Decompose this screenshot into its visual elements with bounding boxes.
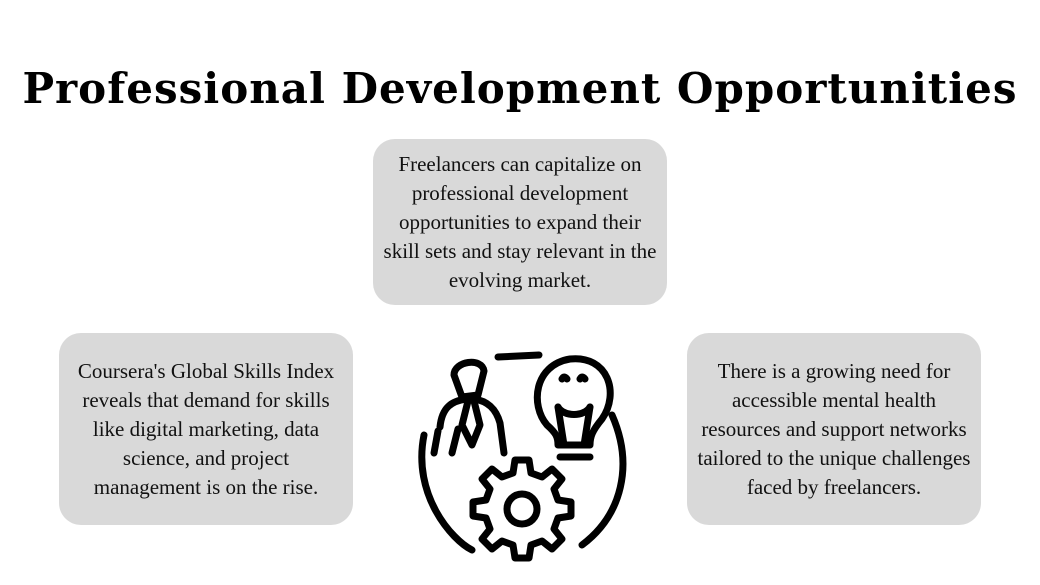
info-card-top-text: Freelancers can capitalize on profession… <box>383 151 657 292</box>
info-card-top: Freelancers can capitalize on profession… <box>373 139 667 305</box>
info-card-left-text: Coursera's Global Skills Index reveals t… <box>77 358 335 499</box>
info-card-right-text: There is a growing need for accessible m… <box>697 358 971 499</box>
person-lightbulb-gear-icon <box>412 345 632 565</box>
slide-title: Professional Development Opportunities <box>22 64 1018 113</box>
info-card-right: There is a growing need for accessible m… <box>687 333 981 525</box>
info-card-left: Coursera's Global Skills Index reveals t… <box>59 333 353 525</box>
